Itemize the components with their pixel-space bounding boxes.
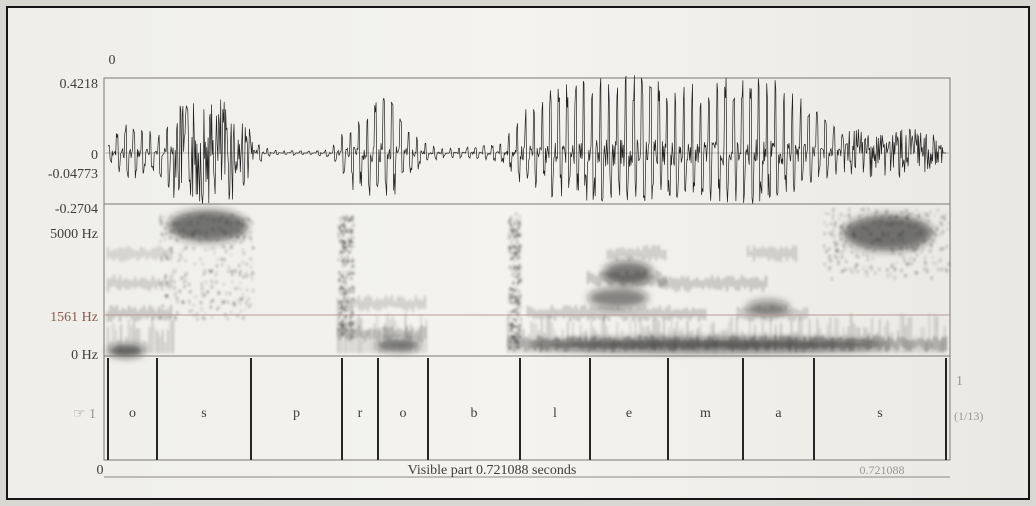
waveform-zero-label: 0 [91, 148, 98, 163]
segment-label[interactable]: l [553, 406, 557, 421]
segment-label[interactable]: s [201, 406, 206, 421]
segment-label[interactable]: p [293, 406, 300, 421]
segment-label[interactable]: s [877, 406, 882, 421]
spectrogram-dark-regions [108, 210, 933, 357]
segment-label[interactable]: o [129, 406, 136, 421]
spectrogram-fmax-label: 5000 Hz [50, 227, 98, 242]
tier-right-number: 1 [956, 374, 963, 389]
segment-label[interactable]: b [471, 406, 478, 421]
tier-number-label: ☞ 1 [73, 407, 96, 422]
waveform-ymin-label: -0.2704 [55, 202, 98, 217]
waveform-top-label: 0 [109, 53, 116, 68]
time-start-label: 0 [97, 463, 104, 478]
waveform-trace [107, 75, 946, 205]
segment-label[interactable]: o [400, 406, 407, 421]
waveform-cursor-label: -0.04773 [48, 167, 98, 182]
waveform-ymax-label: 0.4218 [60, 77, 99, 92]
segment-label[interactable]: m [700, 406, 711, 421]
segment-label[interactable]: e [626, 406, 632, 421]
segment-label[interactable]: a [775, 406, 782, 421]
tier-interval-count: (1/13) [954, 409, 983, 423]
spectrogram-fmin-label: 0 Hz [71, 348, 98, 363]
spectrogram-cursor-label: 1561 Hz [50, 310, 98, 325]
segment-label[interactable]: r [358, 406, 363, 421]
visible-part-label: Visible part 0.721088 seconds [408, 463, 577, 478]
tier-panel [103, 355, 951, 461]
segment-boundaries [107, 358, 947, 460]
time-end-label: 0.721088 [860, 463, 905, 477]
